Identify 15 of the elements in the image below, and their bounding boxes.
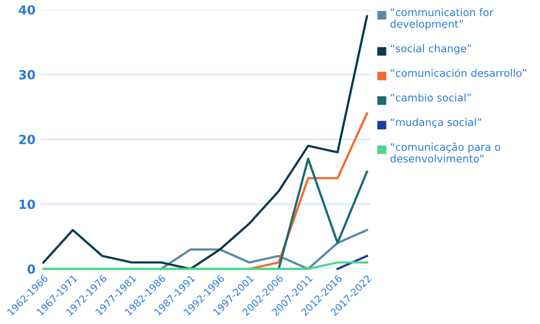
line-series xyxy=(42,15,368,270)
y-tick-label: 30 xyxy=(19,70,36,80)
y-tick-label: 40 xyxy=(18,5,36,15)
legend-label: “comunicação para o desenvolvimento” xyxy=(390,142,500,163)
legend-label: “mudança social” xyxy=(390,118,482,128)
y-tick-label: 20 xyxy=(19,134,36,144)
legend-label: “social change” xyxy=(390,44,472,54)
line-series xyxy=(160,228,368,270)
legend-label: “communication for development” xyxy=(390,8,494,30)
legend-label: “comunicación desarrollo” xyxy=(390,68,526,77)
line-series xyxy=(278,158,368,270)
y-tick-label: 10 xyxy=(20,200,36,210)
line-series xyxy=(248,112,368,270)
y-tick-label: 0 xyxy=(28,264,36,274)
legend-label: “cambio social” xyxy=(390,93,471,102)
